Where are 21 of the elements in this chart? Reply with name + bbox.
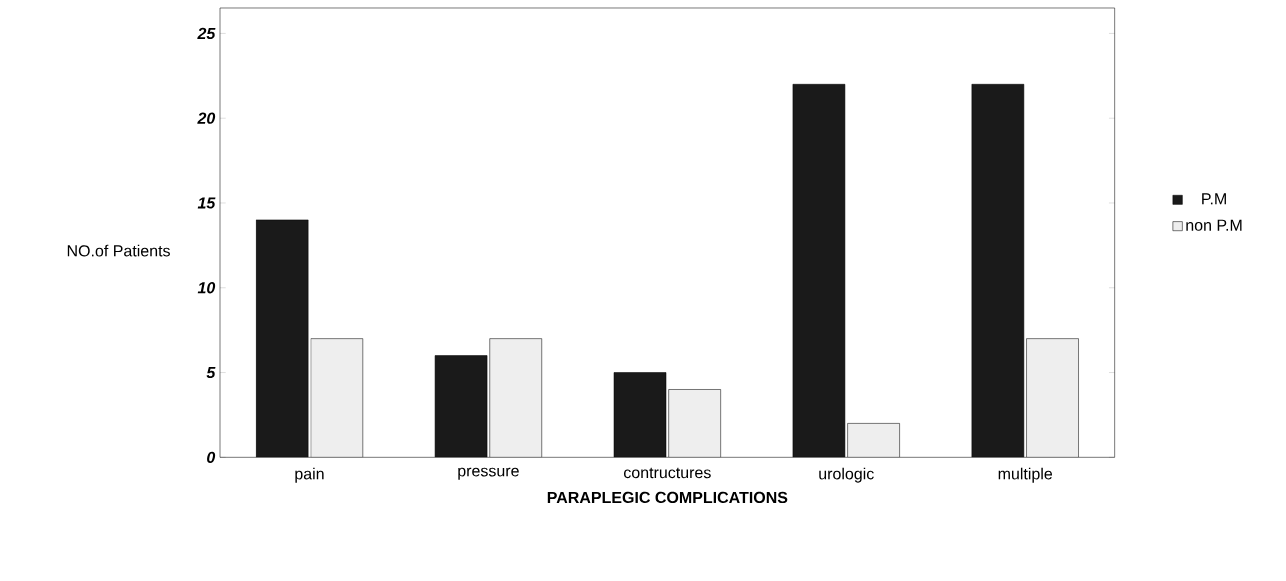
legend-label: non P.M — [1186, 219, 1242, 231]
y-tick-label: 0 — [207, 451, 216, 463]
y-tick-label: 20 — [197, 112, 216, 124]
bar — [668, 389, 721, 458]
bar — [847, 423, 900, 458]
x-tick-label: pain — [295, 467, 324, 483]
x-tick-label: contructures — [623, 467, 711, 479]
x-axis-title: PARAPLEGIC COMPLICATIONS — [547, 491, 788, 504]
x-tick-label: urologic — [819, 467, 874, 483]
bar — [255, 219, 309, 458]
y-tick-label: 15 — [197, 197, 216, 209]
bar — [1026, 338, 1079, 458]
y-axis-title: NO.of Patients — [67, 244, 170, 257]
bar — [489, 338, 543, 458]
x-tick-label: pressure — [458, 467, 519, 480]
legend-label: P.M — [1202, 193, 1226, 205]
y-tick-label: 25 — [197, 27, 216, 40]
bar — [310, 338, 364, 458]
y-tick-label: 10 — [197, 282, 216, 294]
x-tick-label: multiple — [998, 467, 1053, 483]
y-tick-label: 5 — [206, 366, 216, 379]
